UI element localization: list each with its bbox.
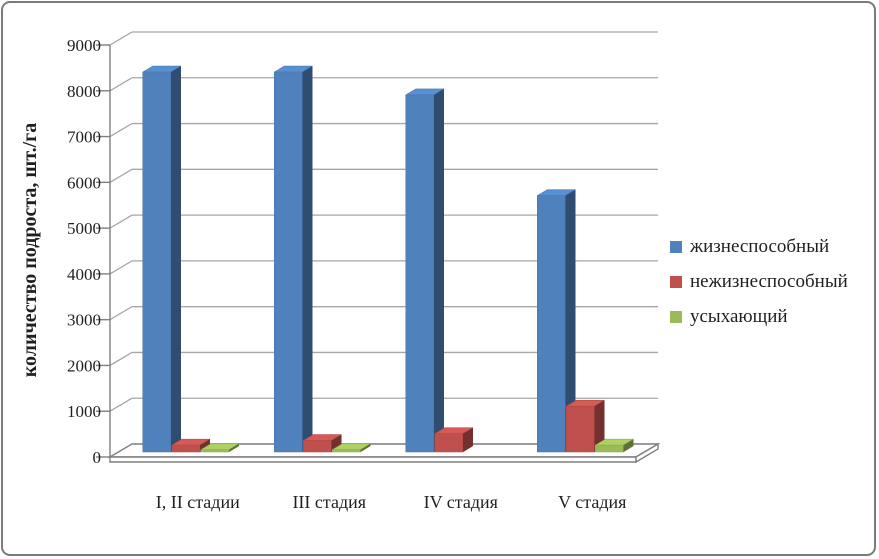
bar-front-face [405, 94, 434, 453]
y-axis-title: количество подроста, шт./га [19, 123, 41, 377]
bar-front-face [303, 440, 332, 453]
bar-s1-c1 [141, 65, 182, 453]
bar-s1-c3 [404, 88, 445, 453]
bar-front-face [595, 444, 624, 453]
bar-front-face [200, 449, 229, 453]
bar-front-face [171, 444, 200, 453]
category-label: I, II стадии [156, 492, 240, 512]
legend-label: усыхающий [690, 305, 788, 327]
category-label: IV стадия [424, 492, 498, 512]
y-tick-label: 9000 [67, 36, 101, 55]
category-label: III стадия [292, 492, 366, 512]
floor-group [107, 442, 661, 464]
bar-front-face [332, 449, 361, 453]
floor-front-edge [109, 456, 637, 463]
legend-item: жизнеспособный [670, 229, 848, 264]
gridline-elbow [109, 306, 133, 321]
bars-group [141, 65, 635, 453]
legend-label: жизнеспособный [690, 235, 830, 257]
legend-item: усыхающий [670, 299, 848, 334]
gridline-elbow [109, 397, 133, 412]
bar-front-face [142, 71, 171, 453]
gridline-elbow [109, 351, 133, 367]
bar-side-face [302, 65, 313, 453]
gridline-elbow [109, 77, 133, 92]
y-tick-label: 3000 [67, 311, 101, 330]
floor-right-edge [635, 442, 659, 464]
y-tick-label: 2000 [67, 356, 101, 375]
bar-side-face [170, 65, 181, 453]
bar-s2-c2 [302, 434, 343, 453]
bar-s3-c2 [331, 443, 372, 453]
gridline-elbow [109, 260, 133, 275]
bar-s1-c2 [273, 65, 314, 453]
gridline-elbow [109, 168, 133, 183]
legend-swatch-series3 [670, 310, 682, 323]
y-tick-label: 4000 [67, 265, 101, 284]
gridline-elbow [109, 31, 133, 46]
gridline-elbow [109, 122, 133, 138]
bar-front-face [274, 71, 303, 453]
y-tick-label: 1000 [67, 402, 101, 421]
y-tick-label: 0 [93, 448, 102, 467]
bar-s3-c4 [594, 438, 635, 453]
bar-s2-c1 [170, 438, 211, 453]
category-labels-group: I, II стадии III стадия IV стадия V стадия [156, 492, 627, 512]
legend-item: нежизнеспособный [670, 264, 848, 299]
gridline-elbow [109, 214, 133, 229]
bar-side-face [433, 88, 444, 453]
y-tick-label: 5000 [67, 219, 101, 238]
y-tick-label: 7000 [67, 128, 101, 147]
legend: жизнеспособный нежизнеспособный усыхающий [670, 229, 848, 334]
bar-s2-c3 [433, 427, 474, 453]
legend-swatch-series1 [670, 240, 682, 253]
legend-label: нежизнеспособный [690, 270, 848, 292]
category-label: V стадия [558, 492, 626, 512]
legend-swatch-series2 [670, 275, 682, 288]
bar-front-face [537, 195, 566, 453]
y-tick-label: 6000 [67, 173, 101, 192]
y-tick-label: 8000 [67, 82, 101, 101]
bar-s1-c4 [536, 189, 577, 453]
bar-s2-c4 [565, 399, 606, 453]
bar-front-face [434, 433, 463, 453]
tick-labels-group: 0 1000 2000 3000 4000 5000 6000 7000 8000 9000 [67, 36, 101, 467]
bar-s3-c1 [199, 443, 240, 453]
bar-front-face [566, 405, 595, 453]
